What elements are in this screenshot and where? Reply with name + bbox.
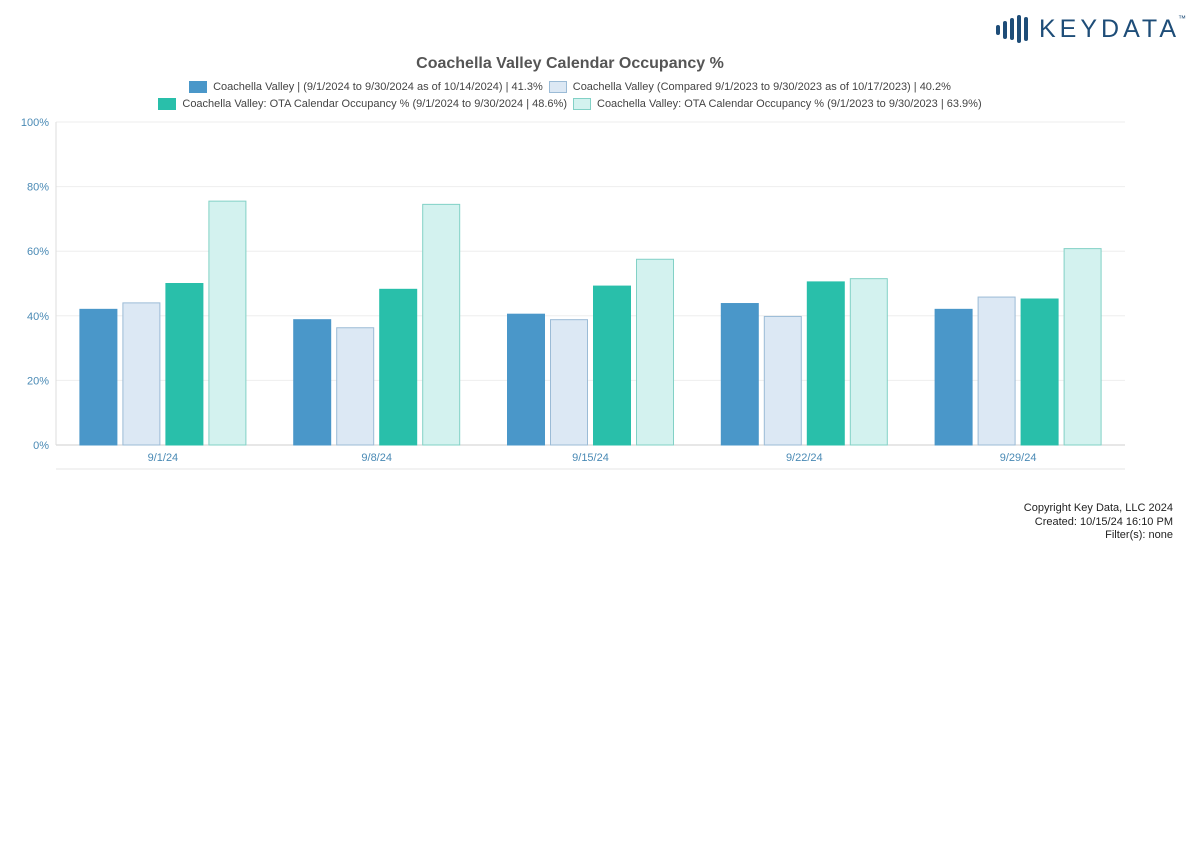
bar [1020,298,1059,446]
legend-swatch [548,81,567,93]
logo-text: KEYDATA [1039,14,1180,43]
x-tick-label: 9/8/24 [361,452,392,464]
x-tick-label: 9/15/24 [572,452,609,464]
bar [379,288,418,446]
x-tick-label: 9/1/24 [148,452,179,464]
logo-trademark: ™ [1178,14,1186,23]
y-tick-label: 60% [27,246,49,258]
legend-swatch [189,81,208,93]
legend-swatch [573,98,591,110]
bar [849,278,888,446]
bar [934,308,973,446]
created-timestamp: Created: 10/15/24 16:10 PM [1034,515,1173,528]
y-tick-label: 0% [33,440,49,452]
legend-item[interactable]: Coachella Valley: OTA Calendar Occupancy… [573,98,982,110]
bar [593,285,631,446]
bar [79,308,118,446]
y-tick-label: 40% [27,311,49,323]
bar [422,203,461,446]
legend-label: Coachella Valley (Compared 9/1/2023 to 9… [572,81,951,93]
legend-item[interactable]: Coachella Valley (Compared 9/1/2023 to 9… [548,81,951,93]
legend-row-1: Coachella Valley | (9/1/2024 to 9/30/202… [0,81,1140,93]
x-tick-label: 9/29/24 [1000,452,1037,464]
bar [636,258,674,446]
bar [122,302,161,446]
bar [1063,248,1102,446]
footer: Copyright Key Data, LLC 2024 Created: 10… [1024,502,1173,543]
x-tick-label: 9/22/24 [786,452,823,464]
bar [293,319,332,446]
y-tick-label: 100% [21,117,49,129]
y-tick-label: 20% [27,375,49,387]
legend-label: Coachella Valley: OTA Calendar Occupancy… [597,98,982,110]
bar [208,200,247,446]
bar [720,303,759,446]
bar [165,283,204,446]
legend-label: Coachella Valley: OTA Calendar Occupancy… [182,98,567,110]
filters-text: Filter(s): none [1105,529,1173,541]
bar [763,315,802,446]
copyright-text: Copyright Key Data, LLC 2024 [1023,502,1173,514]
logo-bars-icon [996,15,1028,43]
bar [806,281,845,446]
keydata-logo: KEYDATA ™ [995,14,1186,44]
bar [977,296,1016,446]
legend-row-2: Coachella Valley: OTA Calendar Occupancy… [0,98,1140,110]
legend-label: Coachella Valley | (9/1/2024 to 9/30/202… [213,81,543,93]
bar [550,319,588,446]
bar [336,327,375,446]
legend-item[interactable]: Coachella Valley: OTA Calendar Occupancy… [158,98,567,110]
legend-swatch [158,98,177,110]
y-tick-label: 80% [27,182,49,194]
chart-title: Coachella Valley Calendar Occupancy % [416,55,724,72]
legend-item[interactable]: Coachella Valley | (9/1/2024 to 9/30/202… [189,81,543,93]
bar [507,313,545,446]
